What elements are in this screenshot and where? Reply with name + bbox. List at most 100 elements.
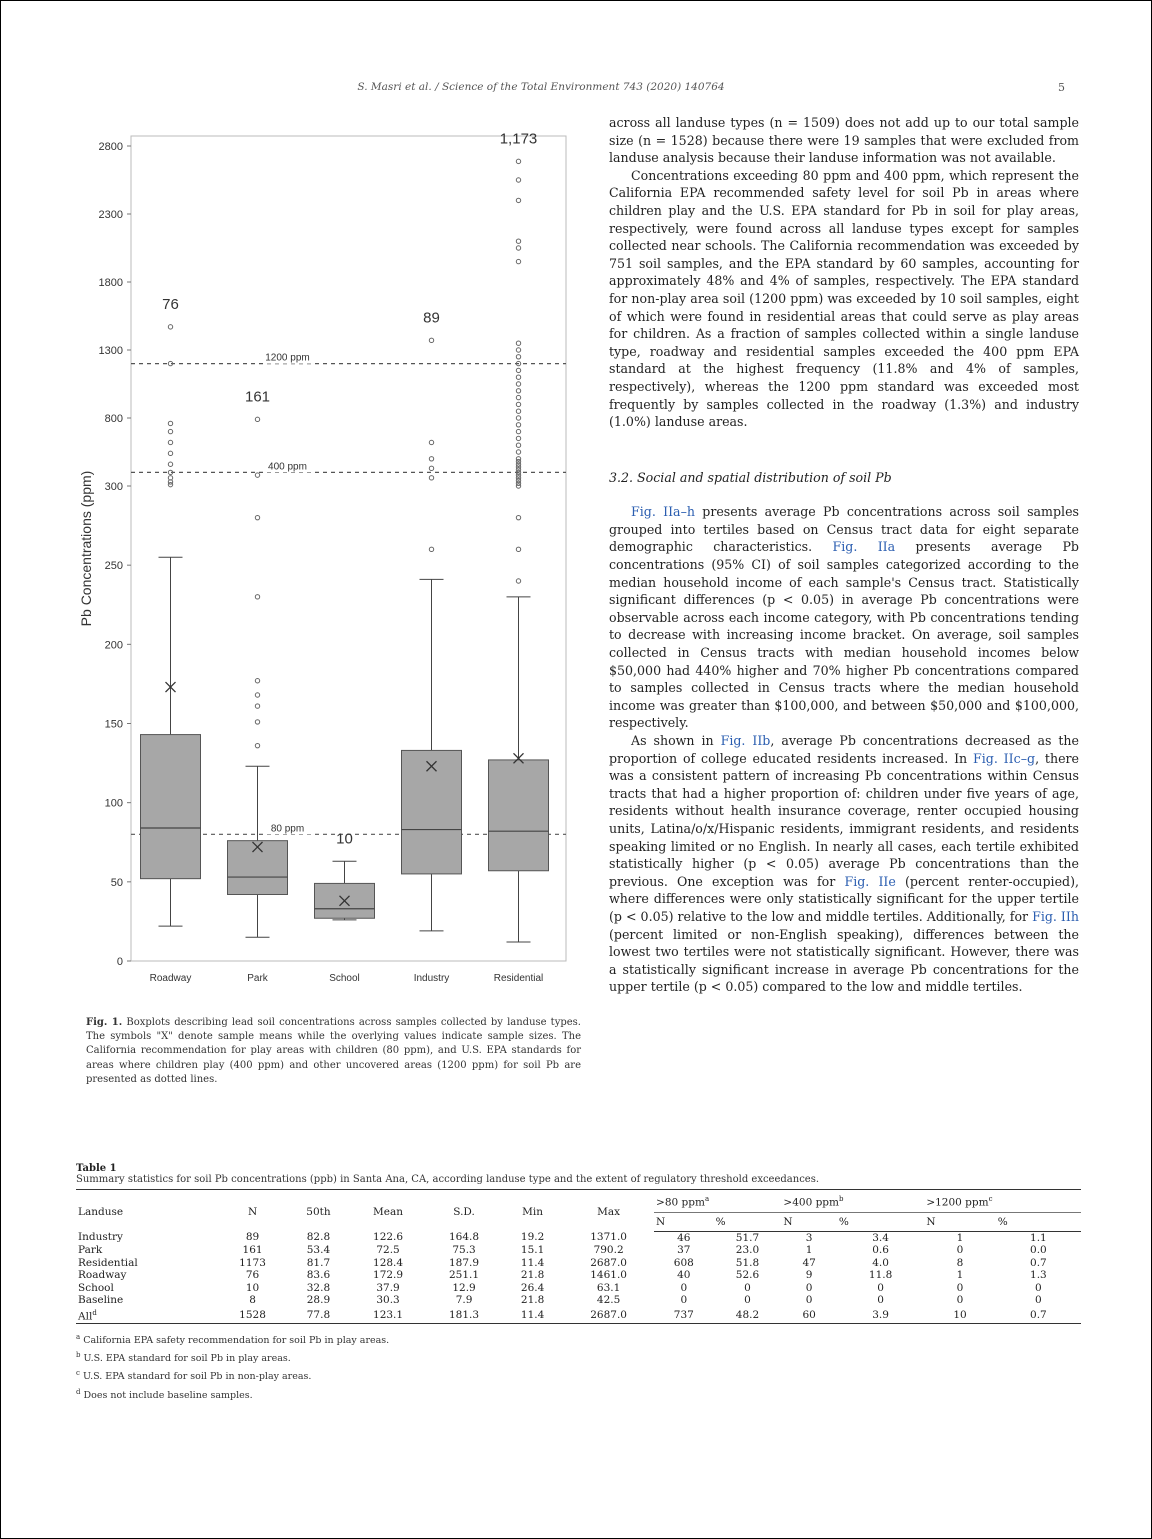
table-cell: 9 [805, 1269, 813, 1282]
table-cell: 0.0 [1030, 1244, 1047, 1257]
paragraph-4: As shown in Fig. IIb, average Pb concent… [609, 732, 1079, 996]
figure-link[interactable]: Fig. IIb [720, 733, 771, 748]
outlier-point [515, 428, 522, 435]
table-cell: 4.0 [872, 1256, 889, 1269]
sub-header: N [781, 1211, 837, 1232]
y-tick-label: 2300 [99, 209, 123, 221]
outlier-point [167, 469, 174, 476]
y-tick-label: 250 [105, 560, 123, 572]
outlier-point [515, 360, 522, 367]
y-axis-label: Pb Concentrations (ppm) [78, 471, 94, 627]
footnote-mark: a [76, 1333, 81, 1342]
threshold-label: 80 ppm [271, 823, 304, 834]
paragraph-3: Fig. IIa–h presents average Pb concentra… [609, 503, 1079, 732]
table-row: Residential 1173 81.7 128.4 187.9 11.4 2687.0 6… [76, 1257, 1081, 1270]
footnote-mark: b [76, 1351, 81, 1360]
footnote: b U.S. EPA standard for soil Pb in play … [76, 1348, 1081, 1366]
paragraph-3-text: presents average Pb concentrations acros… [609, 504, 1079, 555]
figure-caption-label: Fig. 1. [86, 1017, 123, 1028]
table-row: Park 161 53.4 72.5 75.3 15.1 790.2 37 23.0 1 0.6 0 0… [76, 1244, 1081, 1257]
outlier-point [515, 514, 522, 521]
footnote-mark: a [704, 1195, 710, 1203]
x-tick-label: Residential [494, 973, 543, 984]
x-tick-label: School [329, 973, 360, 984]
table-cell: 51.8 [735, 1256, 760, 1269]
table-cell: 1.1 [1030, 1231, 1047, 1244]
column-header: Max [563, 1189, 655, 1231]
table-cell: 40 [677, 1269, 691, 1282]
sample-size-label: 1,173 [500, 130, 538, 147]
table-cell: 60 [781, 1307, 837, 1325]
figure-link[interactable]: Fig. IIe [844, 873, 896, 889]
column-header: Landuse [76, 1189, 219, 1231]
table-row: Baseline 8 28.9 30.3 7.9 21.8 42.5 0 0 0 0 0 0 [76, 1294, 1081, 1307]
outlier-point [515, 483, 522, 489]
footnote: d Does not include baseline samples. [76, 1385, 1081, 1403]
table-cell: 0 [956, 1294, 964, 1307]
row-label: Park [78, 1244, 103, 1257]
box-iqr [488, 759, 549, 872]
table-cell: 0 [744, 1294, 751, 1307]
outlier-point [515, 245, 522, 251]
mean-marker [426, 760, 437, 772]
outlier-point [515, 442, 522, 448]
table-cell: 0 [956, 1281, 964, 1294]
outlier-point [254, 703, 261, 709]
row-label: School [78, 1281, 114, 1294]
column-header: N [218, 1189, 287, 1231]
table-cell: 48.2 [713, 1307, 782, 1325]
footnote-mark: b [838, 1195, 844, 1203]
x-tick-label: Roadway [150, 973, 192, 984]
y-tick-label: 800 [105, 413, 123, 425]
table-row: Alld 1528 77.8 123.1 181.3 11.4 2687.0 737 48.2 6… [76, 1307, 1081, 1325]
x-tick-label: Park [247, 973, 269, 984]
table-cell: 123.1 [350, 1307, 427, 1325]
table-cell: 19.2 [520, 1231, 545, 1244]
table-cell: 23.0 [735, 1244, 760, 1257]
outlier-point [167, 481, 174, 488]
table-cell: 63.1 [596, 1281, 621, 1294]
table-cell: 2687.0 [563, 1307, 655, 1325]
group-header: >400 ppmb [781, 1189, 925, 1212]
outlier-point [167, 420, 174, 427]
figure-link[interactable]: Fig. IIa–h [631, 504, 695, 520]
outlier-point [254, 719, 261, 725]
table-cell: 1 [956, 1231, 964, 1244]
paragraph-4-text: , there was a consistent pattern of incr… [609, 750, 1080, 889]
table-cell: 26.4 [520, 1281, 545, 1294]
boxplot-chart: 0 50 100 150 200 250 300 800 1300 1800 2300 2800 Pb … [78, 130, 567, 984]
figure-link[interactable]: Fig. IIh [1032, 908, 1079, 924]
outlier-point [167, 324, 174, 330]
outlier-point [515, 340, 522, 346]
footnote: c U.S. EPA standard for soil Pb in non-p… [76, 1366, 1081, 1384]
outlier-point [167, 428, 174, 435]
paragraph-4-text: (percent renter-occupied), where differe… [609, 873, 1079, 924]
table-cell: 1.3 [1030, 1269, 1047, 1282]
paragraph-4-text: , average Pb concentrations decreased as… [609, 733, 1079, 766]
x-tick-label: Industry [414, 973, 450, 984]
outlier-point [515, 458, 522, 465]
y-tick-label: 100 [105, 798, 123, 810]
footnote-mark: c [988, 1195, 993, 1203]
outlier-point [428, 439, 435, 446]
outlier-point [515, 415, 522, 421]
figure-1: 0 50 100 150 200 250 300 800 1300 1800 2300 2800 Pb … [71, 106, 571, 986]
outlier-point [515, 158, 522, 165]
table-cell: 0 [680, 1281, 688, 1294]
section-heading: 3.2. Social and spatial distribution of … [609, 469, 892, 485]
outlier-point [515, 367, 522, 374]
table-cell: 0 [1035, 1294, 1042, 1307]
outlier-point [515, 408, 522, 414]
figure-link[interactable]: Fig. IIc–g [973, 750, 1036, 766]
table-cell: 161 [242, 1244, 263, 1257]
outlier-point [515, 177, 522, 183]
table-cell: 0 [744, 1281, 751, 1294]
outlier-point [428, 546, 435, 553]
figure-link[interactable]: Fig. IIa [832, 539, 896, 555]
outlier-point [254, 742, 261, 749]
paragraph-4-text: As shown in [631, 733, 721, 748]
sub-header: N [924, 1211, 996, 1232]
footnote-text: Does not include baseline samples. [80, 1389, 253, 1401]
footnote-mark: d [76, 1387, 81, 1396]
table-cell: 32.8 [306, 1281, 331, 1294]
